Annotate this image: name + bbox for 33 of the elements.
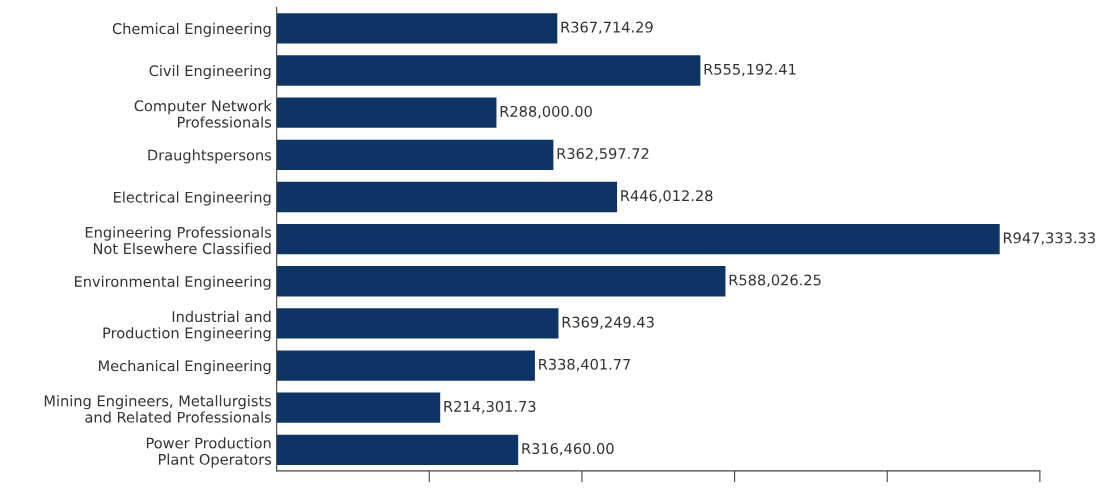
bar	[276, 392, 441, 423]
y-tick-label: Computer Network Professionals	[134, 100, 272, 128]
data-label: R316,460.00	[522, 443, 614, 456]
data-label: R338,401.77	[539, 358, 631, 372]
data-label: R288,000.00	[500, 105, 592, 119]
y-tick-label: Chemical Engineering	[112, 22, 271, 37]
data-label: R369,249.43	[562, 316, 654, 330]
bar	[276, 434, 519, 466]
y-tick-label: Electrical Engineering	[114, 191, 271, 206]
data-label: R588,026.25	[729, 274, 821, 287]
data-label: R947,333.33	[1003, 232, 1095, 245]
data-label: R446,012.28	[621, 190, 713, 203]
y-tick-label: Mining Engineers, Metallurgists and Related Professionals	[44, 395, 272, 423]
bar	[276, 350, 535, 381]
y-tick-label: Civil Engineering	[149, 65, 271, 80]
data-label: R214,301.73	[444, 400, 536, 414]
y-tick-label: Industrial and Production Engineering	[103, 310, 271, 342]
bar	[276, 139, 554, 170]
data-label: R367,714.29	[561, 21, 653, 35]
bar	[276, 266, 726, 297]
y-tick-label: Engineering Professionals Not Elsewhere Classified	[85, 226, 272, 255]
y-tick-label: Draughtspersons	[148, 149, 272, 164]
bar	[276, 13, 558, 44]
bar	[276, 55, 701, 86]
data-label: R362,597.72	[557, 148, 649, 161]
bar	[276, 308, 559, 339]
y-tick-label: Mechanical Engineering	[99, 360, 271, 375]
bar	[276, 97, 497, 128]
bar	[276, 223, 1000, 255]
y-tick-label: Power Production Plant Operators	[146, 437, 272, 468]
y-tick-label: Environmental Engineering	[74, 275, 271, 290]
data-label: R555,192.41	[704, 63, 796, 77]
bar	[276, 181, 618, 213]
